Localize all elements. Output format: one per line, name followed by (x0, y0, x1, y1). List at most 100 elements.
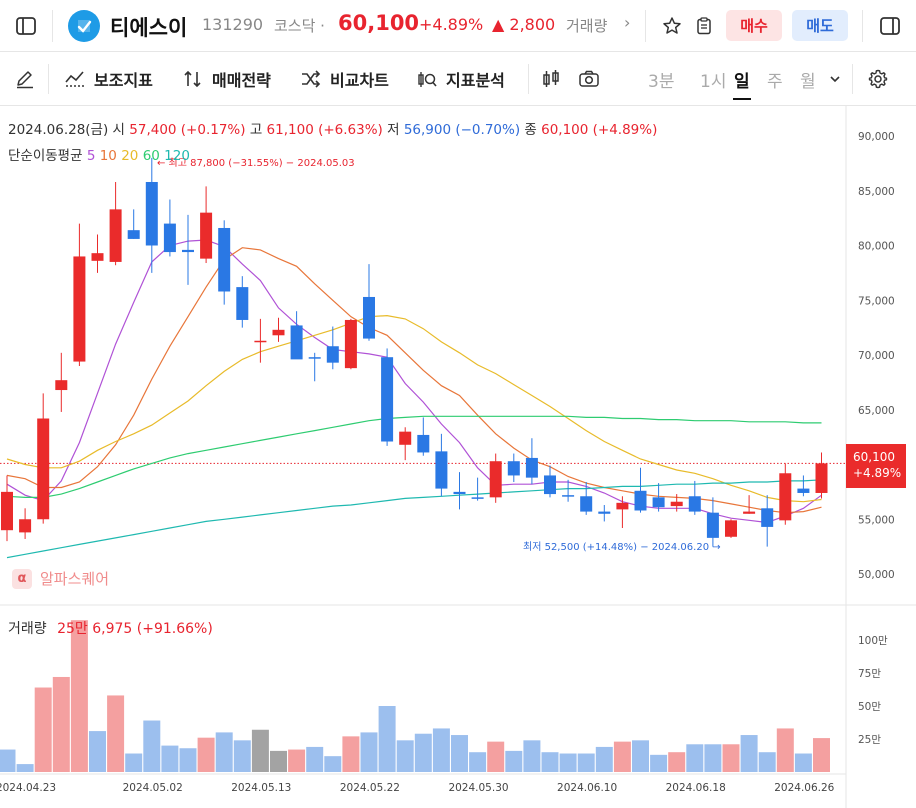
ma5-line (6, 239, 822, 524)
indicator-analysis-label: 지표분석 (446, 71, 505, 90)
volume-bar (251, 729, 269, 772)
volume-bar (577, 753, 595, 772)
stock-header: 티에스이 131290 코스닥 · 60,100 +4.89% ▲ 2,800 … (0, 0, 916, 52)
candle (145, 157, 158, 273)
candle-body (236, 287, 249, 320)
timeframe-day[interactable]: 일 (733, 67, 751, 100)
stock-code: 131290 (202, 15, 264, 34)
candle-body (163, 223, 176, 253)
moving-average-legend[interactable]: 단순이동평균 5 10 20 60 120 (8, 144, 190, 164)
sell-button[interactable]: 매도 (792, 10, 848, 41)
trade-strategy-button[interactable]: 매매전략 (182, 66, 271, 92)
candle (344, 318, 357, 370)
ma120-line (6, 479, 822, 559)
candle-body (417, 434, 430, 453)
volume-label: 거래량 (566, 17, 608, 35)
candle-body (91, 253, 104, 261)
candle-body (670, 501, 683, 507)
timeframe-dropdown-button[interactable] (828, 66, 850, 92)
volume-bar (469, 752, 487, 772)
volume-bar (758, 752, 776, 772)
volume-bar (686, 744, 704, 772)
candle-body (453, 491, 466, 495)
ohlc-info: 2024.06.28(금) 시 57,400 (+0.17%) 고 61,100… (8, 118, 657, 138)
open-label: 시 (112, 122, 125, 138)
volume-bar (215, 732, 233, 772)
chart-settings-button[interactable] (867, 66, 897, 92)
candle (562, 479, 575, 502)
volume-bar (776, 728, 794, 772)
candle (91, 234, 104, 273)
buy-button[interactable]: 매수 (726, 10, 782, 41)
max-price-annotation: ← 최고 87,800 (−31.55%) − 2024.05.03 (157, 157, 355, 169)
candle-body (580, 496, 593, 512)
candle-body (308, 357, 321, 359)
header-more-button[interactable]: › (624, 13, 631, 32)
sidebar-left-icon (16, 17, 36, 35)
volume-bar (52, 676, 70, 772)
candle-body (815, 463, 828, 493)
timeframe-3min[interactable]: 3분 (648, 72, 675, 92)
favorite-button[interactable] (658, 12, 686, 40)
candle-body (127, 230, 140, 239)
candle-body (254, 340, 267, 343)
candle (634, 467, 647, 513)
ma120-legend: 120 (164, 148, 190, 164)
volume-tick-label: 100만 (858, 635, 888, 647)
candle-body (489, 461, 502, 498)
volume-bar (16, 764, 34, 772)
price-tick-label: 90,000 (858, 131, 895, 143)
candle-body (344, 319, 357, 369)
candle-body (218, 227, 231, 292)
candle (580, 482, 593, 515)
candle (254, 318, 267, 363)
candle (489, 453, 502, 503)
screenshot-button[interactable] (578, 66, 608, 92)
price-chart[interactable]: 90,00085,00080,00075,00070,00065,00060,0… (0, 106, 916, 808)
volume-bar (288, 749, 306, 772)
memo-button[interactable] (690, 12, 718, 40)
alpha-logo-icon: α (12, 568, 32, 589)
candle-body (19, 519, 32, 533)
watermark-text: 알파스퀘어 (40, 570, 110, 588)
chart-type-button[interactable] (540, 66, 570, 92)
volume-bar (668, 752, 686, 772)
compare-chart-button[interactable]: 비교차트 (300, 66, 389, 92)
aux-indicator-button[interactable]: 보조지표 (64, 66, 153, 92)
high-label: 고 (249, 122, 263, 138)
ma20-legend: 20 (121, 148, 139, 164)
price-tick-label: 75,000 (858, 295, 895, 307)
volume-tick-label: 50만 (858, 701, 881, 713)
candle-body (435, 451, 448, 489)
price-tick-label: 70,000 (858, 350, 895, 362)
market-name: 코스닥 · (274, 17, 325, 35)
compare-chart-label: 비교차트 (330, 71, 389, 90)
ma5-legend: 5 (86, 148, 96, 164)
sidebar-toggle-button[interactable] (12, 12, 40, 40)
drawing-tool-button[interactable] (14, 66, 44, 92)
price-tick-label: 80,000 (858, 241, 895, 253)
volume-bar (378, 706, 396, 772)
candle (308, 352, 321, 382)
candle-body (616, 502, 629, 510)
candle (706, 497, 719, 547)
volume-bar (523, 740, 541, 772)
date-tick-label: 2024.06.26 (774, 782, 834, 794)
volume-bar (794, 753, 812, 772)
indicator-analysis-button[interactable]: 지표분석 (416, 66, 505, 92)
candle-body (363, 296, 375, 339)
candle (507, 453, 520, 483)
candle-body (37, 418, 50, 520)
timeframe-week[interactable]: 주 (767, 72, 783, 92)
arrows-updown-icon (184, 70, 201, 88)
volume-bar (107, 695, 125, 772)
candle (435, 433, 448, 497)
candle-body (725, 520, 737, 537)
volume-bar (505, 750, 523, 772)
timeframe-month[interactable]: 월 (800, 72, 816, 92)
change-percent: +4.89% (419, 15, 484, 34)
close-label: 종 (524, 122, 537, 138)
timeframe-1hour[interactable]: 1시 (700, 72, 727, 92)
panel-toggle-button[interactable] (876, 12, 904, 40)
price-tag-pct: +4.89% (853, 466, 902, 480)
